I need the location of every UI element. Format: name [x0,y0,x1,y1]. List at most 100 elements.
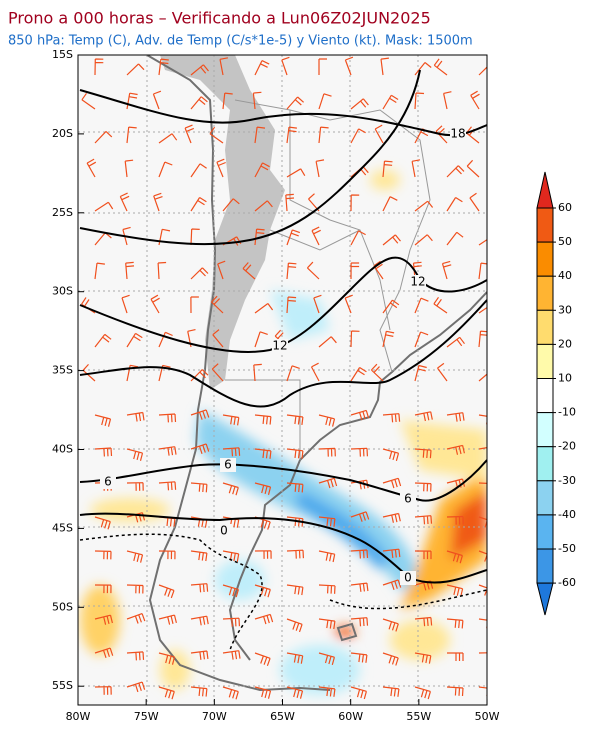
lon-label: 55W [406,710,431,723]
wind-barb [126,613,146,624]
wind-barb [350,617,369,627]
wind-barb [286,618,303,633]
wind-barb [190,409,210,420]
wind-barb [286,168,306,178]
colorbar-top [536,171,554,209]
wind-barb [190,369,209,382]
wind-barb [153,192,163,212]
wind-barb [350,652,368,663]
colorbar-label: -60 [558,576,576,589]
wind-barb [414,234,433,246]
wind-barb [382,448,400,462]
wind-barb [414,686,431,700]
colorbar-label: -50 [558,542,576,555]
wind-barb [446,444,465,455]
wind-barb [121,294,130,314]
wind-barb [350,582,369,592]
wind-barb [86,158,97,178]
wind-barb [286,448,304,459]
wind-barb [212,329,224,348]
wind-barb [222,584,239,598]
wind-barb [443,91,452,110]
lon-label: 50W [475,710,500,723]
wind-barb [286,365,300,382]
wind-barb [350,447,368,457]
wind-barb [478,306,487,314]
map-area [78,55,487,705]
wind-barb [190,615,209,626]
wind-barb [414,200,434,212]
lat-label: 35S [52,364,73,377]
wind-barb [382,330,395,348]
wind-barb [94,130,113,144]
wind-barb [382,512,401,523]
colorbar-label: -30 [558,474,576,487]
wind-barb [470,90,480,110]
wind-barb [126,550,144,563]
wind-barb [382,579,402,590]
wind-barb [286,296,297,314]
wind-barb [158,686,175,700]
wind-barb [414,62,432,76]
wind-barb [382,548,401,558]
wind-barb [318,618,336,630]
wind-barb [190,196,207,212]
wind-barb [94,550,112,560]
wind-barb [318,686,336,697]
wind-barb [81,92,96,110]
colorbar-box [536,275,554,311]
wind-barbs [81,56,487,700]
wind-barb [126,584,144,594]
wind-barb [82,363,96,382]
wind-barb [350,366,367,382]
wind-barb [254,303,274,314]
wind-barb [310,362,320,382]
wind-barb [253,363,262,382]
wind-barb [350,511,370,522]
wind-barb [190,650,209,660]
wind-barb [157,261,167,280]
wind-barb [94,516,111,530]
colorbar-label: 30 [558,303,572,316]
colorbar-box [536,446,554,482]
wind-barb [254,550,272,559]
wind-barb [446,515,464,525]
wind-barb [217,260,226,280]
wind-barb [158,652,176,665]
wind-barb [254,482,272,495]
wind-barb [254,414,272,425]
wind-barb [373,260,384,280]
wind-barb [318,58,327,75]
colorbar-box [536,548,554,584]
wind-barb [382,686,400,697]
lat-label: 15S [52,48,73,61]
wind-barb [94,447,113,457]
wind-barb [158,550,176,560]
lat-label: 55S [52,679,73,692]
colorbar-label: 10 [558,372,572,385]
wind-barb [374,124,384,144]
wind-barb [466,159,480,178]
wind-barb [344,294,353,314]
lon-label: 75W [134,710,159,723]
wind-barb [318,414,336,427]
wind-barb [254,652,271,667]
contour-label-bg [450,127,466,141]
wind-barb [382,196,398,212]
wind-barb [126,92,138,110]
colorbar-label: 50 [558,235,572,248]
wind-barb [318,126,329,144]
wind-barb [94,333,112,348]
wind-barb [285,193,295,212]
wind-barb [478,66,487,76]
contour-label: 12 [410,275,425,289]
wind-barb [126,126,137,144]
wind-barb [158,614,177,625]
wind-barb [469,192,480,212]
wind-barb [94,584,112,594]
wind-barb [286,584,304,596]
colorbar-box [536,309,554,345]
lat-label: 45S [52,521,73,534]
wind-barb [254,686,272,699]
colorbar-box [536,241,554,277]
